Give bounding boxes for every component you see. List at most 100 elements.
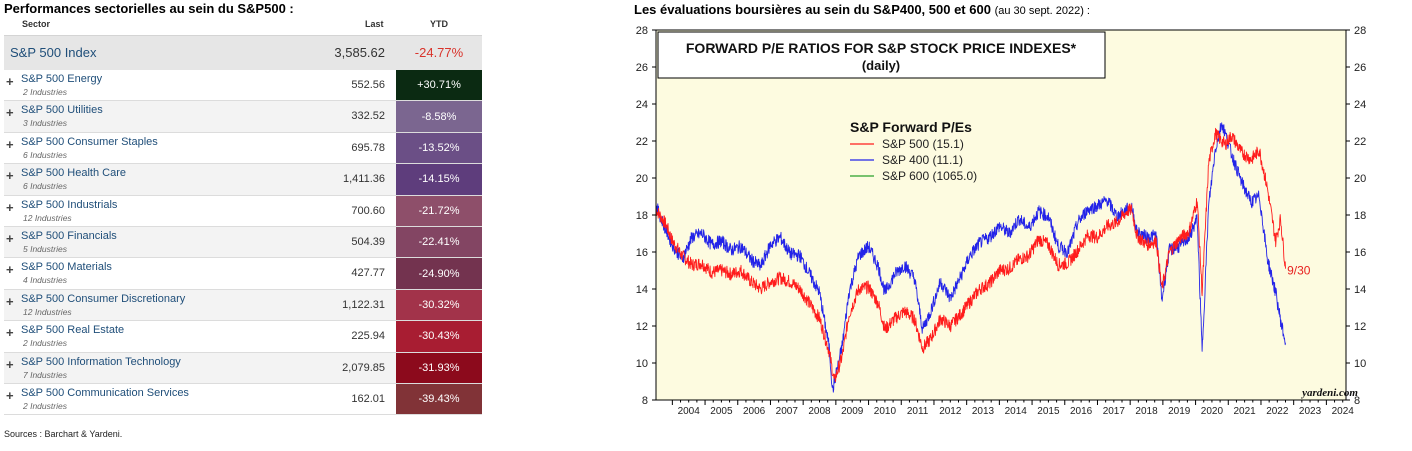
sector-name[interactable]: S&P 500 Materials — [21, 261, 112, 274]
y-tick-label-right: 18 — [1354, 210, 1366, 222]
header-last: Last — [365, 19, 384, 29]
y-tick-label-left: 18 — [636, 210, 648, 222]
table-row: + S&P 500 Materials 4 Industries 427.77 -24.… — [4, 258, 482, 290]
sector-performance-panel: Performances sectorielles au sein du S&P… — [4, 0, 482, 416]
series-line-1 — [655, 122, 1286, 393]
x-tick-label: 2005 — [710, 406, 733, 417]
x-tick-label: 2017 — [1103, 406, 1126, 417]
sector-industries: 2 Industries — [23, 87, 67, 97]
index-name[interactable]: S&P 500 Index — [10, 45, 97, 60]
sector-name[interactable]: S&P 500 Financials — [21, 229, 117, 242]
sector-last: 1,122.31 — [342, 298, 385, 311]
x-tick-label: 2012 — [939, 406, 962, 417]
chart-heading: Les évaluations boursières au sein du S&… — [634, 2, 1090, 17]
sector-last: 700.60 — [351, 204, 385, 217]
legend-entry: S&P 500 (15.1) — [882, 137, 964, 151]
sector-last: 332.52 — [351, 110, 385, 123]
y-tick-label-left: 20 — [636, 173, 648, 185]
sector-name[interactable]: S&P 500 Communication Services — [21, 386, 189, 399]
chart-heading-note: (au 30 sept. 2022) : — [994, 5, 1090, 17]
sector-ytd: -30.43% — [396, 321, 482, 352]
sector-name[interactable]: S&P 500 Energy — [21, 73, 103, 85]
x-tick-label: 2022 — [1266, 406, 1289, 417]
x-tick-label: 2004 — [678, 406, 701, 417]
x-tick-label: 2011 — [907, 406, 929, 417]
sector-industries: 2 Industries — [23, 400, 67, 411]
sector-name[interactable]: S&P 500 Consumer Discretionary — [21, 292, 186, 305]
expand-plus-icon[interactable]: + — [6, 105, 14, 121]
y-tick-label-right: 26 — [1354, 62, 1366, 74]
x-tick-label: 2020 — [1201, 406, 1224, 417]
sector-last: 504.39 — [351, 235, 385, 248]
chart-subtitle: (daily) — [862, 58, 900, 73]
expand-plus-icon[interactable]: + — [6, 74, 14, 89]
x-tick-label: 2021 — [1234, 406, 1257, 417]
expand-plus-icon[interactable]: + — [6, 199, 14, 215]
y-tick-label-left: 8 — [642, 395, 648, 407]
sector-name[interactable]: S&P 500 Health Care — [21, 167, 126, 180]
chart-title: FORWARD P/E RATIOS FOR S&P STOCK PRICE I… — [686, 40, 1077, 56]
x-tick-label: 2023 — [1299, 406, 1322, 417]
header-sector: Sector — [22, 19, 51, 29]
sector-ytd: +30.71% — [396, 70, 482, 101]
expand-plus-icon[interactable]: + — [6, 168, 14, 184]
y-tick-label-left: 12 — [636, 321, 648, 333]
legend-title: S&P Forward P/Es — [850, 119, 972, 135]
x-tick-label: 2006 — [743, 406, 766, 417]
table-row: + S&P 500 Real Estate 2 Industries 225.94 -3… — [4, 321, 482, 353]
y-tick-label-right: 28 — [1354, 25, 1366, 37]
y-tick-label-right: 22 — [1354, 136, 1366, 148]
expand-plus-icon[interactable]: + — [6, 293, 14, 309]
sector-industries: 4 Industries — [23, 275, 67, 286]
sector-name[interactable]: S&P 500 Utilities — [21, 104, 103, 117]
x-tick-label: 2010 — [874, 406, 897, 417]
sector-ytd: -39.43% — [396, 383, 482, 415]
sector-name[interactable]: S&P 500 Consumer Staples — [21, 135, 158, 148]
x-tick-label: 2008 — [808, 406, 831, 417]
sources-note: Sources : Barchart & Yardeni. — [4, 429, 123, 439]
sector-name[interactable]: S&P 500 Real Estate — [21, 324, 125, 337]
x-tick-label: 2013 — [972, 406, 995, 417]
expand-plus-icon[interactable]: + — [6, 262, 14, 278]
y-tick-label-right: 8 — [1354, 395, 1360, 407]
expand-plus-icon[interactable]: + — [6, 136, 14, 152]
sector-ytd: -31.93% — [396, 352, 482, 383]
sector-last: 552.56 — [351, 79, 385, 91]
y-tick-label-right: 16 — [1354, 247, 1366, 259]
series-line-0 — [655, 127, 1286, 383]
sector-last: 225.94 — [351, 330, 385, 343]
x-tick-label: 2019 — [1168, 406, 1191, 417]
sector-ytd: -22.41% — [396, 226, 482, 258]
sector-last: 427.77 — [351, 267, 385, 280]
legend: S&P Forward P/Es S&P 500 (15.1) S&P 400 (… — [850, 119, 977, 183]
sector-name[interactable]: S&P 500 Information Technology — [21, 355, 181, 368]
expand-plus-icon[interactable]: + — [6, 387, 14, 403]
table-row: + S&P 500 Consumer Discretionary 12 Indust… — [4, 289, 482, 322]
sector-last: 2,079.85 — [342, 361, 385, 374]
expand-plus-icon[interactable]: + — [6, 230, 14, 246]
x-tick-label: 2009 — [841, 406, 864, 417]
legend-entry: S&P 400 (11.1) — [882, 153, 963, 167]
x-tick-label: 2016 — [1070, 406, 1093, 417]
table-header: Sector Last YTD — [4, 17, 482, 35]
y-tick-label-left: 24 — [636, 99, 648, 111]
x-tick-label: 2018 — [1135, 406, 1158, 417]
y-tick-label-left: 14 — [636, 284, 648, 296]
sector-industries: 3 Industries — [23, 118, 67, 129]
sector-ytd: -13.52% — [396, 132, 482, 164]
x-tick-label: 2007 — [776, 406, 799, 417]
sector-last: 162.01 — [351, 392, 385, 405]
sector-ytd: -14.15% — [396, 164, 482, 195]
sector-name[interactable]: S&P 500 Industrials — [21, 198, 118, 211]
sector-industries: 12 Industries — [23, 212, 72, 223]
expand-plus-icon[interactable]: + — [6, 325, 14, 341]
legend-entry: S&P 600 (1065.0) — [882, 169, 977, 183]
table-row: + S&P 500 Energy 2 Industries 552.56 +30.71% — [4, 70, 482, 102]
expand-plus-icon[interactable]: + — [6, 356, 14, 372]
index-last: 3,585.62 — [334, 45, 385, 60]
table-row: + S&P 500 Consumer Staples 6 Industries 695… — [4, 132, 482, 165]
sector-industries: 7 Industries — [23, 369, 67, 380]
y-tick-label-left: 22 — [636, 136, 648, 148]
table-row: + S&P 500 Health Care 6 Industries 1,411.36… — [4, 164, 482, 196]
